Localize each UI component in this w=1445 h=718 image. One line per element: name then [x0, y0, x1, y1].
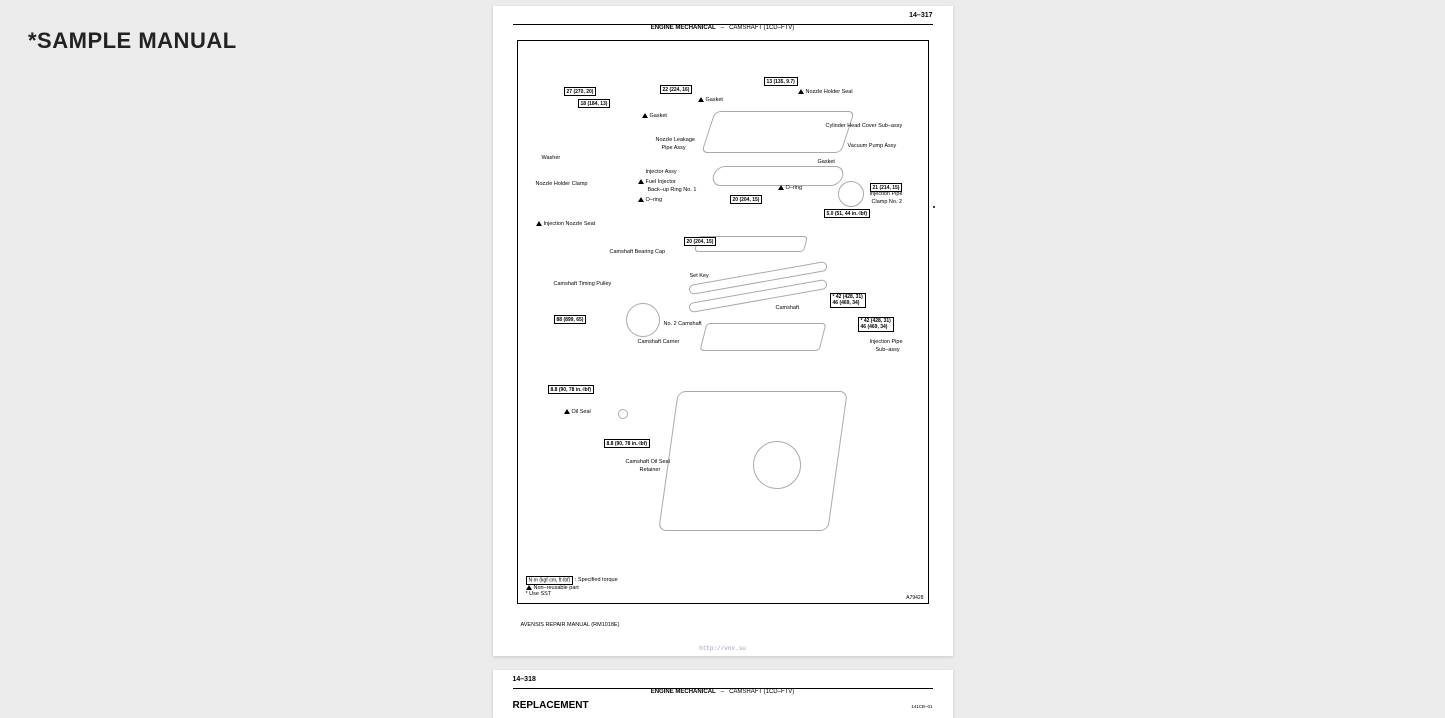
sample-watermark: *SAMPLE MANUAL	[28, 28, 237, 54]
timing-pulley-shape	[626, 303, 660, 337]
triangle-icon	[698, 97, 704, 102]
header-sep-2: –	[721, 689, 724, 695]
triangle-icon	[642, 113, 648, 118]
figure-ref: A79428	[906, 595, 923, 601]
legend-torque-desc: : Specified torque	[575, 577, 618, 583]
header-section-2: ENGINE MECHANICAL	[651, 689, 716, 695]
label-gasket-1: Gasket	[698, 97, 723, 103]
label-vacuum-pump: Vacuum Pump Assy	[848, 143, 897, 149]
label-injector-assy: Injector Assy	[646, 169, 677, 175]
label-text: Oil Seal	[572, 409, 591, 415]
torque-box-88: 88 (899, 65)	[554, 315, 587, 324]
label-no2-camshaft: No. 2 Camshaft	[664, 321, 702, 327]
vacuum-pump-shape	[838, 181, 864, 207]
crank-pulley-shape	[753, 441, 801, 489]
label-gasket-2: Gasket	[642, 113, 667, 119]
triangle-icon	[536, 221, 542, 226]
label-oring-1: O–ring	[638, 197, 663, 203]
source-url: http://vnx.su	[493, 645, 953, 652]
manual-page-1: 14–317 ENGINE MECHANICAL – CAMSHAFT (1CD…	[493, 6, 953, 656]
label-backup-ring: Back–up Ring No. 1	[648, 187, 697, 193]
label-injection-pipe-sub-l1: Injection Pipe	[870, 339, 903, 345]
section-title-replacement: REPLACEMENT	[513, 700, 589, 711]
header-section: ENGINE MECHANICAL	[651, 25, 716, 31]
torque-box-42a: * 42 (428, 31) 46 (469, 34)	[830, 293, 866, 308]
label-text: Injection Nozzle Seat	[544, 221, 596, 227]
label-nozzle-holder-clamp: Nozzle Holder Clamp	[536, 181, 588, 187]
label-text: O–ring	[646, 197, 663, 203]
triangle-icon	[798, 89, 804, 94]
torque-42a-l2: 46 (469, 34)	[833, 300, 860, 306]
label-oil-seal: Oil Seal	[564, 409, 591, 415]
oil-seal-shape	[618, 409, 628, 419]
torque-box-27: 27 (270, 20)	[564, 87, 597, 96]
triangle-icon	[638, 197, 644, 202]
torque-42b-l2: 46 (469, 34)	[861, 324, 888, 330]
section-code: 141CB–01	[911, 704, 932, 709]
label-text: Nozzle Holder Seal	[806, 89, 853, 95]
diagram-legend: N·m (kgf·cm, ft·lbf) : Specified torque …	[526, 577, 618, 597]
page-header-line: ENGINE MECHANICAL – CAMSHAFT (1CD–FTV)	[513, 24, 933, 31]
label-gasket-3: Gasket	[818, 159, 835, 165]
label-injection-pipe-clamp-l2: Clamp No. 2	[872, 199, 903, 205]
label-text: O–ring	[786, 185, 803, 191]
torque-box-22: 22 (224, 16)	[660, 85, 693, 94]
gasket-shape	[710, 166, 845, 186]
label-nozzle-leakage: Nozzle Leakage	[656, 137, 695, 143]
document-viewport: 14–317 ENGINE MECHANICAL – CAMSHAFT (1CD…	[493, 0, 953, 718]
label-text: Fuel Injector	[646, 179, 676, 185]
label-pipe-assy: Pipe Assy	[662, 145, 686, 151]
torque-box-20a: 20 (204, 15)	[730, 195, 763, 204]
page-number-2: 14–318	[513, 676, 536, 683]
label-text: Gasket	[650, 113, 667, 119]
torque-box-13: 13 (135, 9.7)	[764, 77, 798, 86]
label-camshaft-carrier: Camshaft Carrier	[638, 339, 680, 345]
label-retainer: Retainer	[640, 467, 661, 473]
torque-box-18: 18 (184, 13)	[578, 99, 611, 108]
legend-torque-box: N·m (kgf·cm, ft·lbf)	[526, 576, 574, 585]
header-sep: –	[721, 25, 724, 31]
cylinder-head-cover-shape	[701, 111, 855, 153]
manual-page-2: 14–318 ENGINE MECHANICAL – CAMSHAFT (1CD…	[493, 670, 953, 718]
label-nozzle-holder-seal: Nozzle Holder Seal	[798, 89, 853, 95]
label-set-key: Set Key	[690, 273, 709, 279]
page2-header-line: ENGINE MECHANICAL – CAMSHAFT (1CD–FTV)	[513, 688, 933, 695]
torque-box-20b: 20 (204, 15)	[684, 237, 717, 246]
exploded-diagram-frame: 27 (270, 20) 18 (184, 13) 22 (224, 16) 1…	[517, 40, 929, 604]
triangle-icon	[526, 585, 532, 590]
camshaft-carrier-shape	[699, 323, 826, 351]
label-cylinder-head-cover: Cylinder Head Cover Sub–assy	[826, 123, 903, 129]
triangle-icon	[638, 179, 644, 184]
torque-box-8a: 8.8 (90, 78 in.·lbf)	[548, 385, 595, 394]
label-oring-2: O–ring	[778, 185, 803, 191]
label-injection-pipe-sub-l2: Sub–assy	[876, 347, 900, 353]
torque-box-8b: 8.8 (90, 78 in.·lbf)	[604, 439, 651, 448]
label-washer: Washer	[542, 155, 561, 161]
label-injection-nozzle-seat: Injection Nozzle Seat	[536, 221, 596, 227]
page-number: 14–317	[513, 12, 933, 19]
torque-box-5: 5.0 (51, 44 in.·lbf)	[824, 209, 871, 218]
label-injection-pipe-clamp-l1: Injection Pipe	[870, 191, 903, 197]
triangle-icon	[564, 409, 570, 414]
margin-dot	[933, 206, 935, 208]
header-sub: CAMSHAFT (1CD–FTV)	[729, 25, 794, 31]
legend-sst: * Use SST	[526, 591, 618, 597]
label-fuel-injector: Fuel Injector	[638, 179, 676, 185]
label-camshaft-bearing-cap: Camshaft Bearing Cap	[610, 249, 666, 255]
label-camshaft-oil-seal: Camshaft Oil Seal	[626, 459, 670, 465]
label-camshaft: Camshaft	[776, 305, 800, 311]
label-text: Gasket	[706, 97, 723, 103]
triangle-icon	[778, 185, 784, 190]
manual-reference: AVENSIS REPAIR MANUAL (RM1018E)	[521, 622, 620, 628]
torque-box-42b: * 42 (428, 31) 46 (469, 34)	[858, 317, 894, 332]
header-sub-2: CAMSHAFT (1CD–FTV)	[729, 689, 794, 695]
label-camshaft-timing-pulley: Camshaft Timing Pulley	[554, 281, 612, 287]
